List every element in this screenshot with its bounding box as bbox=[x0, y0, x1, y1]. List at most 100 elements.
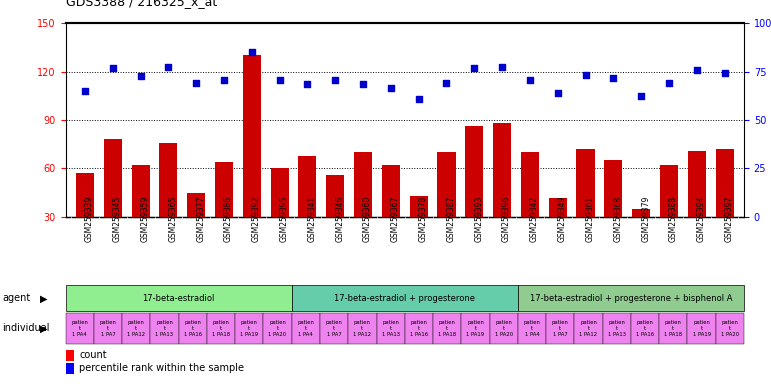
Point bbox=[691, 67, 703, 73]
Bar bbox=[271, 169, 288, 265]
Text: GSM259361: GSM259361 bbox=[585, 196, 594, 242]
Point bbox=[412, 96, 425, 102]
Bar bbox=[433, 313, 461, 344]
Text: patien
t
1 PA20: patien t 1 PA20 bbox=[495, 320, 513, 337]
Point bbox=[329, 76, 342, 83]
Text: GSM259388: GSM259388 bbox=[669, 196, 678, 242]
Text: patien
t
1 PA12: patien t 1 PA12 bbox=[353, 320, 372, 337]
Text: patien
t
1 PA19: patien t 1 PA19 bbox=[241, 320, 258, 337]
Text: GSM259392: GSM259392 bbox=[252, 196, 261, 242]
Bar bbox=[320, 313, 348, 344]
Point bbox=[357, 81, 369, 88]
Bar bbox=[493, 123, 511, 265]
Text: patien
t
1 PA7: patien t 1 PA7 bbox=[552, 320, 569, 337]
Point bbox=[246, 49, 258, 55]
Text: GSM259339: GSM259339 bbox=[85, 196, 94, 242]
Point bbox=[134, 73, 146, 79]
Bar bbox=[688, 313, 715, 344]
Bar bbox=[104, 139, 122, 265]
Bar bbox=[409, 196, 428, 265]
Text: 17-beta-estradiol: 17-beta-estradiol bbox=[143, 294, 215, 303]
Bar bbox=[150, 313, 179, 344]
Text: GSM259396: GSM259396 bbox=[502, 196, 511, 242]
Point bbox=[79, 88, 91, 94]
Text: ▶: ▶ bbox=[40, 293, 48, 303]
Point bbox=[607, 75, 619, 81]
Text: individual: individual bbox=[2, 323, 50, 333]
Text: GSM259349: GSM259349 bbox=[557, 196, 567, 242]
Text: 17-beta-estradiol + progesterone: 17-beta-estradiol + progesterone bbox=[335, 294, 475, 303]
Text: patien
t
1 PA18: patien t 1 PA18 bbox=[212, 320, 230, 337]
Text: patien
t
1 PA4: patien t 1 PA4 bbox=[71, 320, 88, 337]
Point bbox=[385, 84, 397, 91]
Text: GSM259378: GSM259378 bbox=[419, 196, 428, 242]
Text: patien
t
1 PA4: patien t 1 PA4 bbox=[298, 320, 315, 337]
Text: patien
t
1 PA20: patien t 1 PA20 bbox=[268, 320, 287, 337]
Bar bbox=[66, 285, 291, 311]
Bar bbox=[659, 313, 688, 344]
Bar bbox=[66, 350, 74, 361]
Point bbox=[663, 80, 675, 86]
Text: patien
t
1 PA18: patien t 1 PA18 bbox=[438, 320, 456, 337]
Bar bbox=[354, 152, 372, 265]
Text: patien
t
1 PA20: patien t 1 PA20 bbox=[721, 320, 739, 337]
Bar bbox=[376, 313, 405, 344]
Bar bbox=[291, 285, 518, 311]
Bar bbox=[264, 313, 291, 344]
Text: GSM259395: GSM259395 bbox=[280, 196, 288, 242]
Text: GSM259377: GSM259377 bbox=[197, 196, 205, 242]
Text: GSM259397: GSM259397 bbox=[725, 196, 733, 242]
Text: GSM259394: GSM259394 bbox=[697, 196, 705, 242]
Bar bbox=[160, 142, 177, 265]
Text: patien
t
1 PA16: patien t 1 PA16 bbox=[636, 320, 654, 337]
Point bbox=[579, 72, 591, 78]
Point bbox=[106, 65, 119, 71]
Bar bbox=[518, 313, 546, 344]
Text: GSM259341: GSM259341 bbox=[308, 196, 316, 242]
Text: count: count bbox=[79, 350, 106, 360]
Text: percentile rank within the sample: percentile rank within the sample bbox=[79, 363, 244, 373]
Text: patien
t
1 PA7: patien t 1 PA7 bbox=[325, 320, 342, 337]
Bar bbox=[405, 313, 433, 344]
Point bbox=[440, 80, 453, 86]
Bar bbox=[604, 161, 622, 265]
Text: GSM259360: GSM259360 bbox=[363, 196, 372, 242]
Bar bbox=[715, 313, 744, 344]
Bar bbox=[437, 152, 456, 265]
Text: patien
t
1 PA7: patien t 1 PA7 bbox=[99, 320, 116, 337]
Bar bbox=[631, 313, 659, 344]
Text: patien
t
1 PA19: patien t 1 PA19 bbox=[466, 320, 484, 337]
Bar bbox=[546, 313, 574, 344]
Point bbox=[719, 70, 731, 76]
Bar bbox=[66, 313, 94, 344]
Text: patien
t
1 PA16: patien t 1 PA16 bbox=[183, 320, 202, 337]
Point bbox=[468, 65, 480, 71]
Bar bbox=[465, 126, 483, 265]
Text: patien
t
1 PA12: patien t 1 PA12 bbox=[127, 320, 145, 337]
Bar bbox=[94, 313, 122, 344]
Bar bbox=[688, 151, 705, 265]
Bar bbox=[715, 149, 733, 265]
Bar bbox=[66, 363, 74, 374]
Bar bbox=[132, 165, 150, 265]
Bar bbox=[298, 156, 316, 265]
Text: GSM259393: GSM259393 bbox=[474, 196, 483, 242]
Text: GSM259342: GSM259342 bbox=[530, 196, 539, 242]
Bar bbox=[76, 173, 94, 265]
Text: GSM259345: GSM259345 bbox=[113, 196, 122, 242]
Text: patien
t
1 PA18: patien t 1 PA18 bbox=[665, 320, 682, 337]
Text: GSM259379: GSM259379 bbox=[641, 196, 650, 242]
Bar bbox=[179, 313, 207, 344]
Bar bbox=[521, 152, 539, 265]
Point bbox=[190, 80, 203, 86]
Text: patien
t
1 PA13: patien t 1 PA13 bbox=[382, 320, 399, 337]
Text: ▶: ▶ bbox=[40, 323, 48, 333]
Bar bbox=[326, 175, 345, 265]
Point bbox=[551, 89, 564, 96]
Bar bbox=[549, 198, 567, 265]
Text: GSM259387: GSM259387 bbox=[446, 196, 456, 242]
Bar bbox=[382, 165, 400, 265]
Bar bbox=[122, 313, 150, 344]
Bar bbox=[577, 149, 594, 265]
Bar bbox=[348, 313, 376, 344]
